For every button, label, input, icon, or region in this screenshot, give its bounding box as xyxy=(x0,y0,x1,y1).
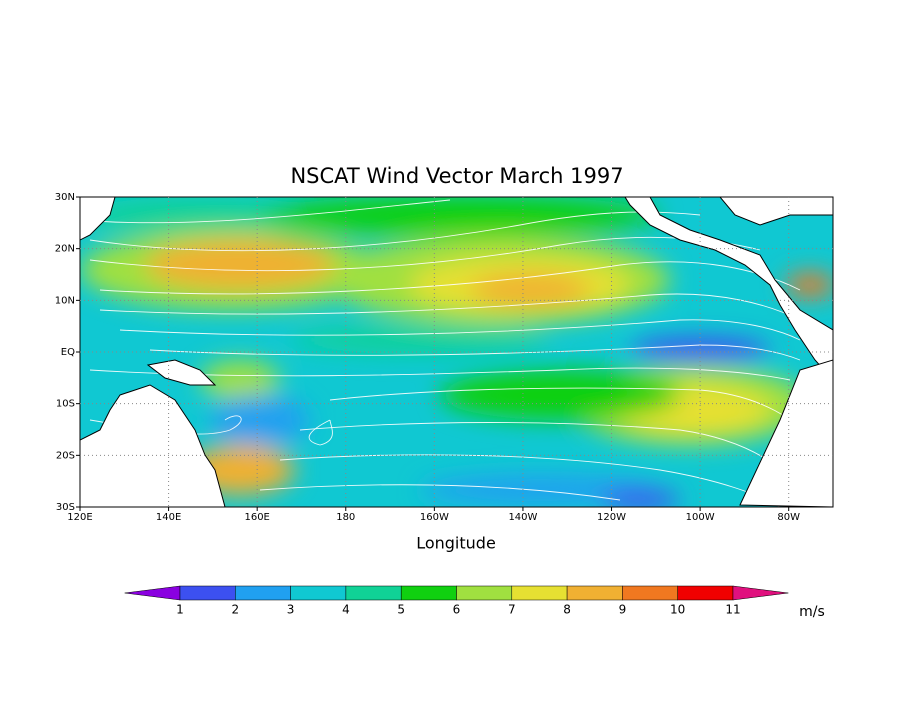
x-tick-label: 120W xyxy=(597,512,626,523)
x-tick-label: 140W xyxy=(508,512,537,523)
colorbar-tip-low xyxy=(124,585,181,601)
title: NSCAT Wind Vector March 1997 xyxy=(290,164,623,188)
colorbar-box xyxy=(622,585,678,601)
colorbar-label: 4 xyxy=(342,603,350,617)
colorbar-label: 7 xyxy=(508,603,516,617)
x-tick-label: 160W xyxy=(420,512,449,523)
colorbar-box xyxy=(566,585,623,601)
colorbar-box xyxy=(456,585,513,601)
x-tick-label: 80W xyxy=(777,512,800,523)
x-tick-label: 160E xyxy=(244,512,269,523)
colorbar-label: 2 xyxy=(231,603,239,617)
colorbar-label: 11 xyxy=(725,603,740,617)
colorbar-label: 6 xyxy=(453,603,461,617)
y-tick-label: 30N xyxy=(55,192,75,203)
colorbar-box xyxy=(511,585,568,601)
colorbar-box xyxy=(345,585,402,601)
x-axis-label: Longitude xyxy=(416,534,496,553)
colorbar-box xyxy=(179,585,236,601)
colorbar-tip-high xyxy=(732,585,789,601)
colorbar-label: 9 xyxy=(619,603,627,617)
colorbar-box xyxy=(677,585,734,601)
y-tick-label: 10N xyxy=(55,295,75,306)
colorbar-label: 10 xyxy=(670,603,685,617)
y-tick-label: EQ xyxy=(61,347,75,358)
colorbar-label: 5 xyxy=(397,603,405,617)
x-tick-label: 100W xyxy=(686,512,715,523)
x-tick-label: 180 xyxy=(336,512,355,523)
colorbar-box xyxy=(290,585,347,601)
colorbar-box xyxy=(235,585,291,601)
y-tick-label: 20S xyxy=(56,450,75,461)
colorbar-box xyxy=(400,585,457,601)
colorbar-label: 3 xyxy=(287,603,295,617)
y-tick-label: 20N xyxy=(55,244,75,255)
x-tick-label: 120E xyxy=(67,512,92,523)
colorbar-unit: m/s xyxy=(799,604,825,620)
land xyxy=(80,197,833,507)
wind-field xyxy=(80,197,833,507)
y-tick-label: 30S xyxy=(56,502,75,513)
colorbar-label: 8 xyxy=(563,603,571,617)
x-tick-label: 140E xyxy=(156,512,181,523)
colorbar-label: 1 xyxy=(176,603,184,617)
y-tick-label: 10S xyxy=(56,399,75,410)
